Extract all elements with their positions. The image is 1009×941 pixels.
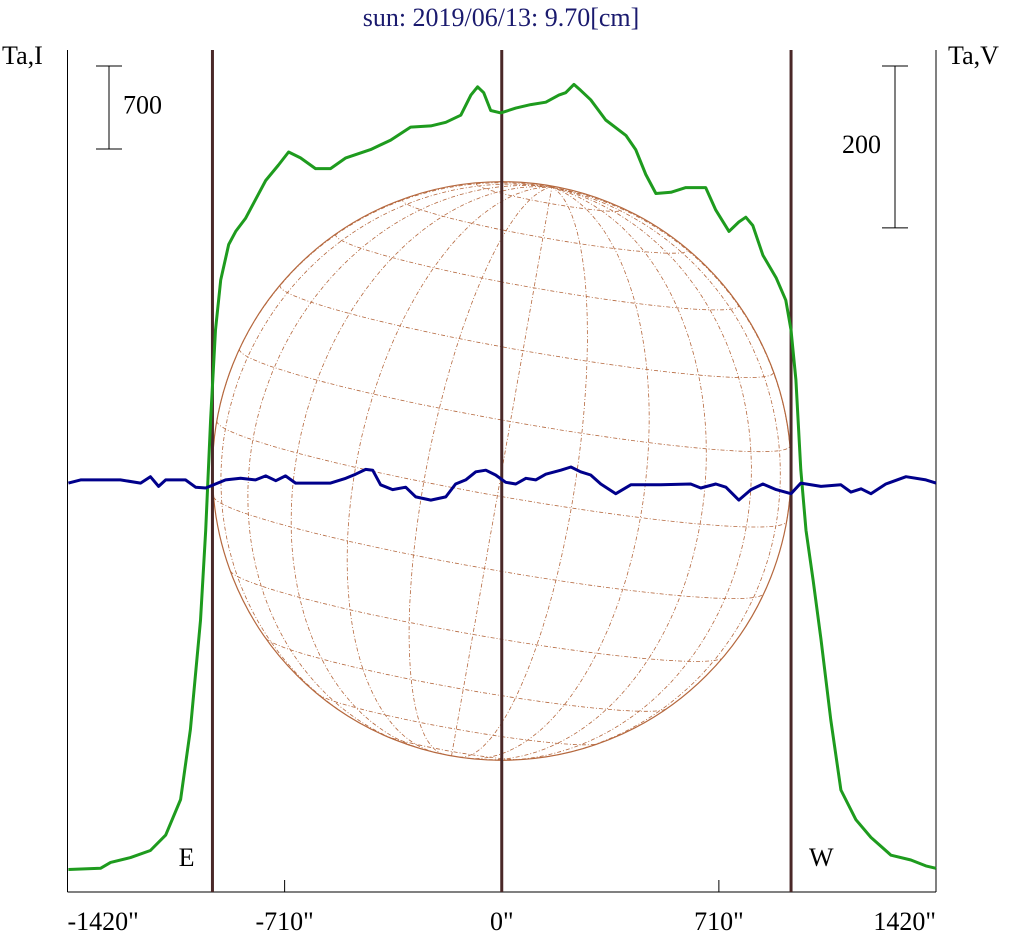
series-line [68, 465, 937, 502]
x-tick-label: 710" [694, 907, 744, 936]
limb-label: E [179, 843, 195, 872]
y-axis-label: Ta,I [2, 41, 43, 70]
x-tick-label: -1420" [68, 907, 139, 936]
scale-label: 700 [123, 90, 162, 119]
x-tick-label: 1420" [873, 907, 936, 936]
disk-grid [229, 570, 723, 662]
limb-label: W [809, 843, 834, 872]
series-line [68, 82, 937, 871]
disk-grid [265, 637, 667, 712]
disk-grid [466, 186, 650, 760]
disk-grid [346, 186, 552, 754]
disk-grid [220, 183, 552, 724]
disk-grid [408, 186, 552, 755]
disk-grid [402, 198, 688, 254]
disk-grid [239, 349, 791, 453]
disk-grid [335, 233, 739, 311]
disk-grid [290, 186, 552, 750]
chart-title: sun: 2019/06/13: 9.70[cm] [363, 3, 640, 32]
disk-grid [494, 186, 752, 761]
disk-grid [279, 284, 774, 379]
disk-grid [216, 420, 788, 528]
disk-grid [317, 693, 599, 746]
x-tick-label: -710" [255, 907, 313, 936]
disk-grid [548, 186, 781, 757]
disk-grid [213, 496, 764, 599]
disk-grid [475, 182, 625, 212]
disk-grid [451, 187, 553, 756]
disk-grid [247, 185, 552, 746]
disk-grid [479, 186, 707, 761]
y2-axis-label: Ta,V [948, 41, 999, 70]
scale-label: 200 [842, 130, 881, 159]
x-tick-label: 0" [490, 907, 514, 936]
